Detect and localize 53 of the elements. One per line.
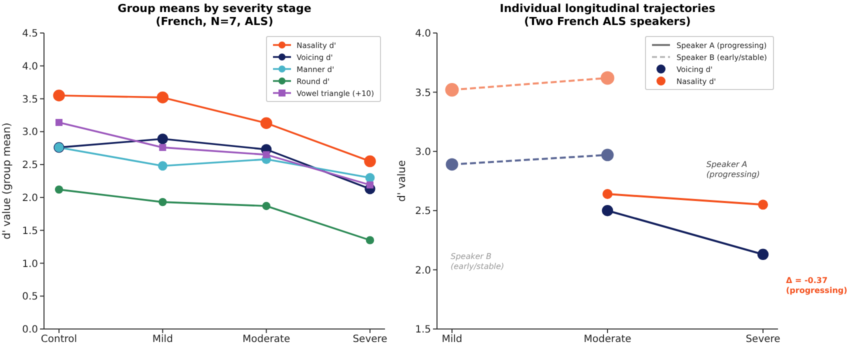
x-tick-label: Severe	[746, 334, 780, 346]
point	[158, 161, 168, 171]
x-tick-label: Moderate	[584, 334, 632, 346]
point	[156, 92, 169, 104]
y-tick-label: 1.5	[22, 226, 38, 237]
chart-title: Individual longitudinal trajectories (Two French ALS speakers)	[498, 2, 716, 28]
point	[157, 134, 168, 144]
y-tick-label: 3.0	[22, 127, 38, 138]
point	[364, 155, 376, 168]
point	[366, 181, 374, 188]
y-tick-label: 0.5	[22, 292, 38, 303]
y-tick-label: 1.5	[415, 324, 431, 336]
x-tick-label: Mild	[152, 334, 173, 346]
point	[260, 117, 272, 130]
point	[54, 185, 64, 194]
y-tick-label: 3.5	[415, 88, 431, 99]
y-tick-label: 2.5	[415, 206, 431, 218]
y-tick-label: 2.0	[22, 192, 38, 204]
point	[262, 151, 270, 158]
point	[758, 200, 768, 210]
chart-title: Group means by severity stage (French, N=7, ALS)	[116, 2, 312, 28]
annotation: Speaker B (early/stable)	[450, 252, 504, 272]
x-tick-label: Mild	[442, 334, 462, 346]
y-tick-label: 4.0	[415, 28, 431, 40]
y-tick-label: 1.0	[22, 258, 38, 270]
y-axis-title: d' value	[396, 160, 408, 202]
annotation: Speaker A (progressing)	[706, 160, 760, 180]
point	[365, 173, 375, 182]
point	[366, 236, 374, 244]
point	[446, 158, 458, 171]
point	[600, 71, 614, 85]
point	[159, 144, 166, 151]
point	[56, 118, 62, 126]
point	[262, 202, 270, 210]
point	[158, 198, 167, 206]
y-tick-label: 3.5	[22, 94, 38, 106]
point	[602, 189, 612, 200]
y-tick-label: 0.0	[22, 324, 38, 336]
x-tick-label: Severe	[352, 334, 388, 346]
y-tick-label: 2.0	[415, 265, 431, 276]
text: Δ = -0.37 (progressing)	[786, 276, 848, 296]
point	[53, 90, 65, 102]
point	[445, 83, 459, 97]
x-tick-label: Moderate	[242, 334, 290, 346]
y-tick-label: 3.0	[415, 146, 431, 158]
y-tick-label: 4.5	[22, 28, 38, 40]
y-tick-label: 2.5	[22, 160, 38, 172]
y-axis-title: d' value (group mean)	[1, 122, 13, 240]
y-tick-label: 4.0	[22, 61, 38, 72]
point	[757, 248, 769, 260]
point	[602, 205, 614, 216]
x-tick-label: Control	[40, 334, 78, 346]
point	[601, 148, 614, 162]
